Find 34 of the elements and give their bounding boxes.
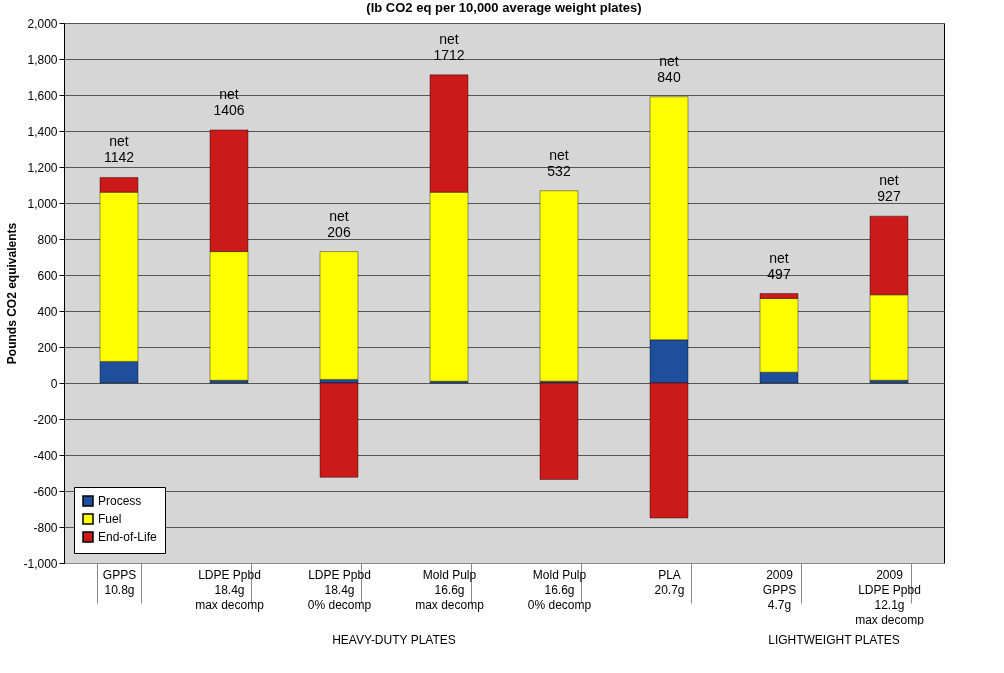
total-label: net 927: [877, 172, 901, 205]
y-tick-label: 0: [50, 376, 58, 391]
y-tick-label: -200: [33, 412, 58, 427]
legend-label: Fuel: [98, 512, 122, 526]
y-tick-label: 1,600: [27, 88, 58, 103]
total-label: net 206: [327, 207, 351, 240]
y-tick-label: 800: [37, 232, 58, 247]
legend-label: Process: [98, 494, 142, 508]
y-tick-label: -800: [33, 520, 58, 535]
y-tick-label: -1,000: [23, 556, 58, 571]
y-tick-label: 600: [37, 268, 58, 283]
text: HEAVY-DUTY PLATES: [331, 633, 457, 647]
y-tick-label: 2,000: [27, 16, 58, 31]
y-axis-title: Pounds CO2 equivalents: [5, 222, 20, 365]
y-tick-label: 200: [37, 340, 58, 355]
x-tick-label: Mold Pulp 16.6g max decomp: [415, 567, 485, 612]
x-tick-label: LDPE Ppbd 18.4g max decomp: [195, 567, 265, 612]
chart-subtitle: (lb CO2 eq per 10,000 average weight plates): [366, 0, 642, 15]
y-tick-label: 1,400: [27, 124, 58, 139]
text: LIGHTWEIGHT PLATES: [767, 633, 901, 647]
y-tick-label: -400: [33, 448, 58, 463]
x-tick-label: PLA 20.7g: [654, 567, 685, 597]
y-tick-label: 1,800: [27, 52, 58, 67]
total-label: net 1142: [103, 133, 135, 166]
y-tick-label: 1,200: [27, 160, 58, 175]
y-tick-label: -600: [33, 484, 58, 499]
x-tick-label: 2009 GPPS 4.7g: [762, 567, 797, 612]
x-tick-label: GPPS 10.8g: [102, 567, 137, 597]
x-tick-label: LDPE Ppbd 18.4g 0% decomp: [307, 567, 372, 612]
y-tick-label: 1,000: [27, 196, 58, 211]
legend-label: End-of-Life: [98, 530, 158, 544]
x-tick-label: Mold Pulp 16.6g 0% decomp: [527, 567, 592, 612]
y-tick-label: 400: [37, 304, 58, 319]
total-label: net 1712: [433, 30, 465, 63]
